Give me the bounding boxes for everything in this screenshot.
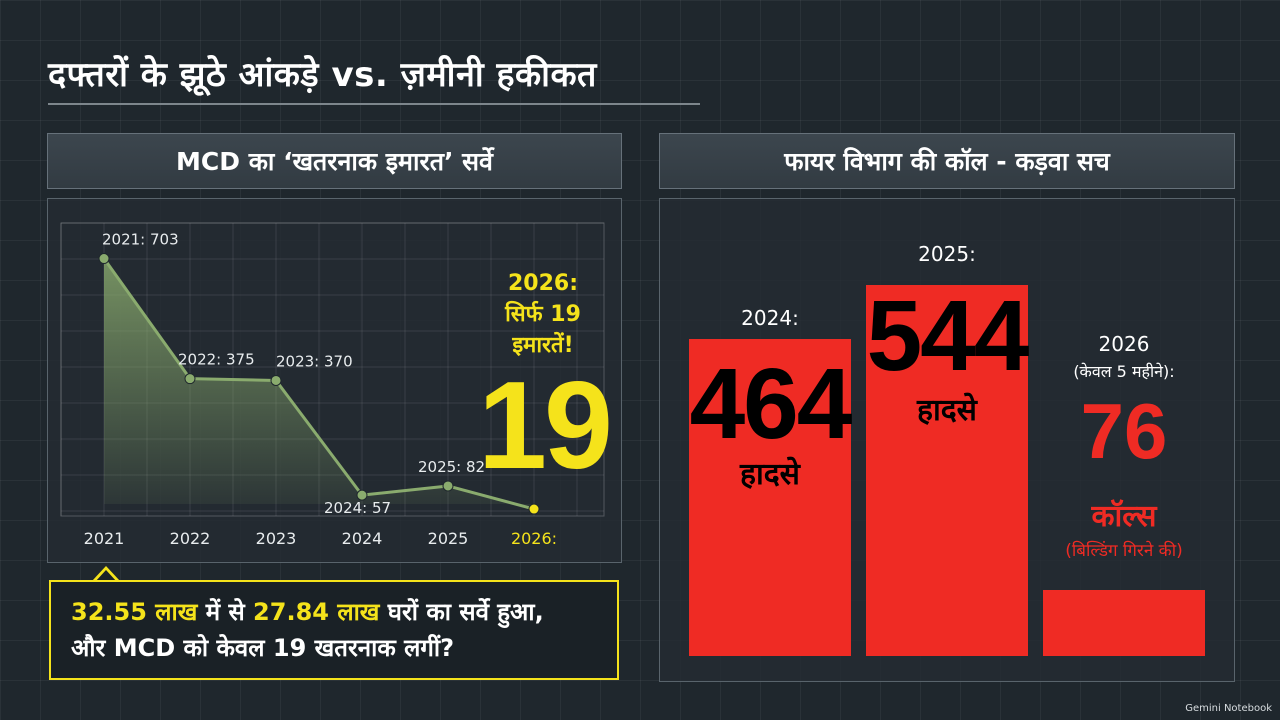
x-tick-label-2024: 2024 bbox=[342, 529, 383, 548]
x-tick-label-2022: 2022 bbox=[170, 529, 211, 548]
point-label-2025: 2025: 82 bbox=[418, 458, 485, 476]
callout-text-surveyed: घरों का सर्वे हुआ, bbox=[379, 598, 544, 626]
survey-line bbox=[102, 257, 535, 511]
x-tick-label-2023: 2023 bbox=[256, 529, 297, 548]
page-title: दफ्तरों के झूठे आंकड़े vs. ज़मीनी हकीकत bbox=[48, 55, 597, 95]
highlight-2026: 2026: सिर्फ 19 इमारतें! 19 bbox=[478, 268, 613, 495]
plot-frame bbox=[60, 222, 605, 517]
callout-line-1: 32.55 लाख में से 27.84 लाख घरों का सर्वे… bbox=[71, 594, 597, 630]
bar-2025-unit: हादसे bbox=[917, 393, 977, 428]
title-underline bbox=[48, 103, 700, 105]
bar-2026-value: 76 bbox=[1080, 387, 1168, 475]
bar-2026-label-year: 2026 bbox=[1098, 332, 1150, 356]
callout-line-2: और MCD को केवल 19 खतरनाक लगीं? bbox=[71, 634, 455, 662]
point-label-2023: 2023: 370 bbox=[276, 352, 353, 370]
left-panel-title: MCD का ‘खतरनाक इमारत’ सर्वे bbox=[176, 147, 493, 176]
callout-text-of: में से bbox=[197, 598, 254, 626]
right-panel-title: फायर विभाग की कॉल - कड़वा सच bbox=[784, 147, 1110, 176]
bar-2024-unit: हादसे bbox=[740, 457, 800, 492]
bar-2026-unit: कॉल्स bbox=[1091, 499, 1157, 534]
callout-total-houses: 32.55 लाख bbox=[71, 598, 198, 626]
highlight-only: सिर्फ 19 bbox=[505, 302, 581, 327]
brand-watermark: Gemini Notebook bbox=[1185, 703, 1272, 714]
bar-2026-label-period: (केवल 5 महीने): bbox=[1073, 362, 1175, 381]
highlight-big-number: 19 bbox=[478, 357, 613, 495]
x-tick-label-2026: 2026: bbox=[511, 529, 557, 548]
point-label-2024: 2024: 57 bbox=[324, 499, 391, 517]
data-point-2023 bbox=[270, 374, 282, 386]
point-label-2021: 2021: 703 bbox=[102, 231, 179, 249]
survey-callout: 32.55 लाख में से 27.84 लाख घरों का सर्वे… bbox=[49, 580, 619, 680]
bar-2026 bbox=[1043, 590, 1205, 656]
right-panel-header: फायर विभाग की कॉल - कड़वा सच bbox=[659, 133, 1235, 189]
data-point-2024 bbox=[356, 489, 368, 501]
bar-2024-value: 464 bbox=[689, 348, 853, 460]
data-point-2021 bbox=[98, 253, 110, 265]
point-label-2022: 2022: 375 bbox=[178, 351, 255, 369]
survey-line-chart: 2021: 703 2022: 375 2023: 370 2024: 57 2025:… bbox=[60, 222, 605, 548]
bar-2024 bbox=[689, 339, 851, 656]
bar-2025-label: 2025: bbox=[918, 242, 976, 266]
highlight-year: 2026: bbox=[507, 271, 579, 296]
bar-2025 bbox=[866, 284, 1028, 656]
callout-surveyed-houses: 27.84 लाख bbox=[253, 598, 380, 626]
survey-area-fill bbox=[104, 258, 534, 510]
x-tick-label-2021: 2021 bbox=[84, 529, 125, 548]
highlight-buildings: इमारतें! bbox=[512, 333, 574, 358]
left-panel-header: MCD का ‘खतरनाक इमारत’ सर्वे bbox=[47, 133, 622, 189]
data-point-2025 bbox=[442, 480, 454, 492]
bar-2024-label: 2024: bbox=[741, 306, 799, 330]
data-point-2022 bbox=[184, 373, 196, 385]
x-tick-label-2025: 2025 bbox=[428, 529, 469, 548]
bar-2025-value: 544 bbox=[866, 280, 1030, 392]
data-point-2026 bbox=[528, 503, 540, 515]
bar-2026-note: (बिल्डिंग गिरने की) bbox=[1065, 541, 1183, 561]
